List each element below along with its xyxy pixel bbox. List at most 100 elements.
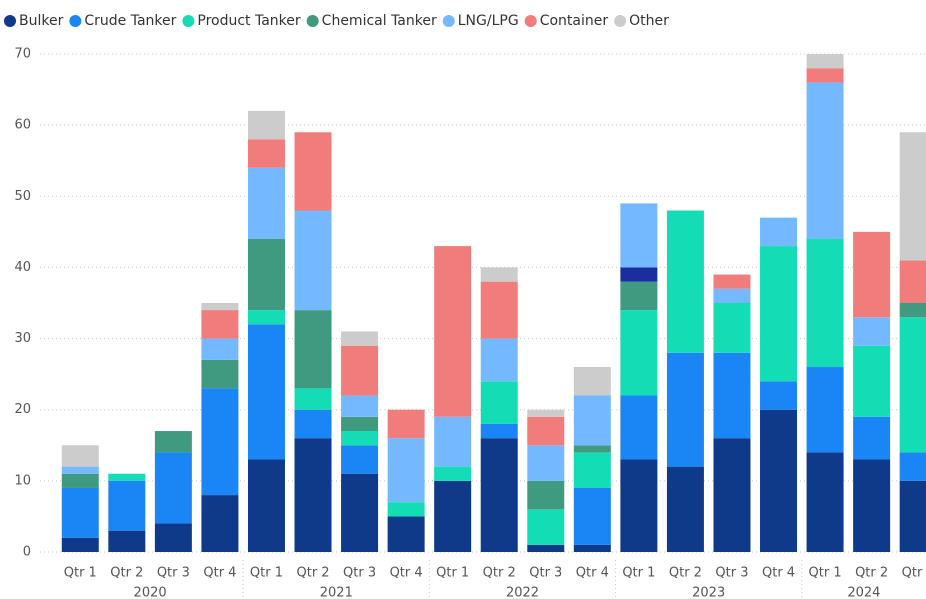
- bar-segment: [247, 459, 285, 552]
- y-tick-label: 70: [14, 47, 31, 62]
- bar-segment: [294, 210, 332, 311]
- x-tick-label: Qtr 4: [576, 566, 609, 581]
- bar-segment: [573, 395, 611, 446]
- x-tick-label: Qtr 3: [902, 566, 926, 581]
- x-group-label: 2022: [506, 586, 539, 599]
- bar-segment: [247, 238, 285, 311]
- x-tick-label: Qtr 3: [343, 566, 376, 581]
- bar-segment: [899, 260, 926, 303]
- bar-segment: [480, 281, 518, 339]
- bar-segment: [294, 438, 332, 552]
- bar-segment: [247, 310, 285, 325]
- bar-segment: [387, 502, 425, 517]
- x-tick-label: Qtr 4: [390, 566, 423, 581]
- bar-segment: [61, 487, 99, 538]
- bar-segment: [201, 495, 239, 552]
- x-tick-label: Qtr 3: [529, 566, 562, 581]
- x-tick-label: Qtr 2: [669, 566, 702, 581]
- bar-segment: [201, 303, 239, 311]
- bar-segment: [899, 132, 926, 261]
- x-tick-label: Qtr 4: [203, 566, 236, 581]
- legend-label: Product Tanker: [197, 13, 301, 29]
- legend-label: Crude Tanker: [84, 13, 176, 29]
- bar-segment: [341, 473, 379, 552]
- bar-segment: [620, 310, 658, 396]
- bar-segment: [387, 516, 425, 552]
- bar-segment: [154, 523, 192, 552]
- bar-segment: [201, 388, 239, 496]
- y-tick-label: 50: [14, 189, 31, 204]
- bar-segment: [573, 367, 611, 396]
- legend-marker: [182, 15, 195, 27]
- bar-segment: [387, 438, 425, 503]
- bar-segment: [201, 338, 239, 360]
- bar-segment: [480, 438, 518, 552]
- bar-segment: [760, 217, 798, 247]
- legend-marker: [69, 15, 82, 27]
- x-tick-label: Qtr 1: [250, 566, 283, 581]
- bar-segment: [713, 352, 751, 439]
- x-tick-label: Qtr 1: [436, 566, 469, 581]
- x-group-label: 2020: [134, 586, 167, 599]
- bar-segment: [341, 416, 379, 432]
- legend-marker: [306, 15, 319, 27]
- bar-segment: [620, 281, 658, 311]
- x-tick-label: Qtr 2: [110, 566, 143, 581]
- bar-segment: [620, 203, 658, 268]
- y-tick-label: 10: [14, 473, 31, 488]
- bar-segment: [853, 345, 891, 417]
- bar-segment: [247, 167, 285, 239]
- bar-segment: [61, 466, 99, 474]
- bar-segment: [713, 288, 751, 303]
- bar-segment: [620, 395, 658, 460]
- legend-marker: [442, 15, 455, 27]
- bar-segment: [666, 466, 704, 552]
- bar-segment: [760, 409, 798, 552]
- legend-marker: [524, 15, 537, 27]
- bar-segment: [341, 331, 379, 346]
- bar-segment: [806, 82, 844, 239]
- bar-segment: [341, 431, 379, 446]
- legend-marker: [614, 15, 627, 27]
- x-tick-label: Qtr 4: [762, 566, 795, 581]
- bar-segment: [527, 509, 565, 545]
- bar-segment: [899, 480, 926, 552]
- bar-segment: [154, 452, 192, 524]
- bar-segment: [620, 459, 658, 552]
- legend-label: Bulker: [19, 13, 64, 29]
- bar-segment: [760, 381, 798, 410]
- bar-segment: [713, 303, 751, 353]
- bar-segment: [154, 431, 192, 453]
- x-tick-label: Qtr 2: [483, 566, 516, 581]
- bar-segment: [527, 544, 565, 552]
- x-tick-label: Qtr 3: [157, 566, 190, 581]
- bar-segment: [527, 416, 565, 446]
- bar-segment: [666, 352, 704, 467]
- x-tick-label: Qtr 2: [855, 566, 888, 581]
- bar-segment: [573, 487, 611, 545]
- bar-segment: [620, 267, 658, 282]
- bar-segment: [899, 303, 926, 318]
- x-group-label: 2023: [692, 586, 725, 599]
- legend-label: Container: [540, 13, 609, 29]
- bar-segment: [434, 416, 472, 467]
- bar-segment: [527, 480, 565, 510]
- bar-segment: [61, 537, 99, 552]
- x-tick-label: Qtr 1: [622, 566, 655, 581]
- y-tick-label: 20: [14, 402, 31, 417]
- bar-segment: [387, 409, 425, 439]
- bar-segment: [713, 274, 751, 289]
- legend-label: LNG/LPG: [458, 13, 519, 29]
- bar-segment: [899, 452, 926, 481]
- bar-segment: [201, 310, 239, 339]
- bar-segment: [294, 388, 332, 410]
- bar-segment: [899, 317, 926, 453]
- bar-segment: [247, 139, 285, 168]
- legend-label: Chemical Tanker: [322, 13, 437, 29]
- bar-segment: [108, 480, 146, 531]
- bar-segment: [341, 445, 379, 474]
- y-tick-label: 30: [14, 331, 31, 346]
- bar-segment: [480, 381, 518, 424]
- legend-marker: [4, 15, 16, 27]
- x-tick-label: Qtr 1: [809, 566, 842, 581]
